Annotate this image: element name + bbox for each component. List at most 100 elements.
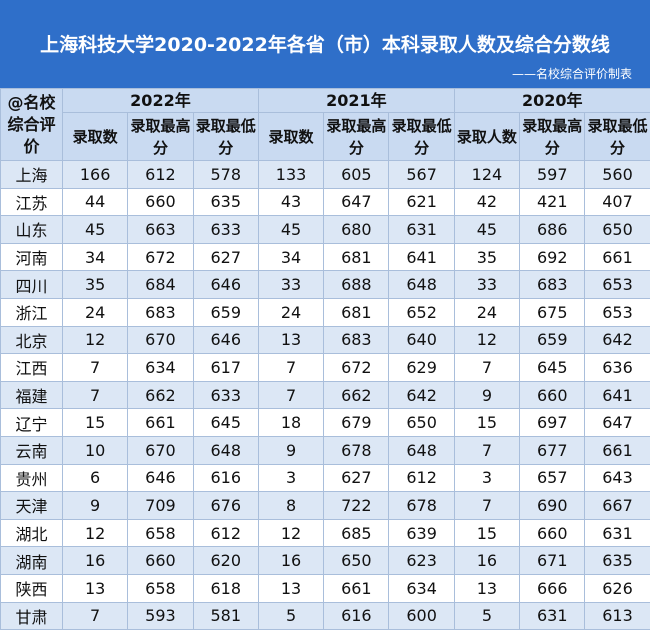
value-cell: 7	[257, 353, 325, 382]
value-cell: 567	[388, 160, 455, 189]
value-cell: 678	[388, 491, 455, 520]
value-cell: 676	[192, 491, 259, 520]
value-cell: 7	[61, 380, 129, 410]
value-cell: 9	[257, 435, 325, 465]
value-cell: 13	[61, 573, 129, 603]
value-cell: 633	[192, 380, 259, 410]
value-cell: 677	[519, 435, 586, 465]
value-cell: 653	[584, 297, 650, 327]
value-cell: 634	[388, 573, 455, 603]
value-cell: 597	[519, 160, 586, 189]
value-cell: 421	[519, 187, 586, 217]
value-cell: 12	[61, 518, 129, 548]
value-cell: 407	[584, 187, 650, 217]
value-cell: 34	[257, 242, 325, 272]
value-cell: 621	[388, 187, 455, 217]
province-cell: 四川	[0, 270, 63, 299]
value-cell: 616	[192, 463, 259, 493]
value-cell: 642	[388, 380, 455, 410]
column-header: 录取最高分	[519, 112, 586, 161]
value-cell: 3	[453, 463, 521, 493]
value-cell: 5	[257, 601, 325, 631]
value-cell: 631	[584, 518, 650, 548]
value-cell: 660	[127, 187, 194, 217]
value-cell: 605	[323, 160, 390, 189]
value-cell: 33	[257, 270, 325, 299]
value-cell: 631	[519, 601, 586, 631]
value-cell: 7	[453, 491, 521, 520]
table-row: 北京 12 670 646 13 683 640 12 659 642	[0, 325, 650, 355]
value-cell: 24	[61, 297, 129, 327]
value-cell: 7	[453, 353, 521, 382]
value-cell: 641	[388, 242, 455, 272]
value-cell: 647	[323, 187, 390, 217]
value-cell: 618	[192, 573, 259, 603]
value-cell: 652	[388, 297, 455, 327]
column-header: 录取数	[257, 112, 325, 161]
value-cell: 643	[584, 463, 650, 493]
value-cell: 648	[192, 435, 259, 465]
value-cell: 659	[192, 297, 259, 327]
year-header: 2020年	[453, 88, 650, 113]
table-row: 湖南 16 660 620 16 650 623 16 671 635	[0, 546, 650, 575]
value-cell: 660	[127, 546, 194, 575]
value-cell: 670	[127, 325, 194, 355]
value-cell: 635	[584, 546, 650, 575]
value-cell: 581	[192, 601, 259, 631]
table-row: 湖北 12 658 612 12 685 639 15 660 631	[0, 518, 650, 548]
value-cell: 646	[127, 463, 194, 493]
value-cell: 692	[519, 242, 586, 272]
value-cell: 35	[61, 270, 129, 299]
value-cell: 13	[257, 325, 325, 355]
column-header: 录取人数	[453, 112, 521, 161]
value-cell: 697	[519, 408, 586, 437]
value-cell: 646	[192, 270, 259, 299]
table-body: 上海 166 612 578 133 605 567 124 597 560 江苏 44 660 635 4…	[0, 160, 650, 631]
value-cell: 612	[388, 463, 455, 493]
value-cell: 661	[323, 573, 390, 603]
value-cell: 44	[61, 187, 129, 217]
value-cell: 42	[453, 187, 521, 217]
value-cell: 166	[61, 160, 129, 189]
value-cell: 640	[388, 325, 455, 355]
value-cell: 9	[453, 380, 521, 410]
value-cell: 684	[127, 270, 194, 299]
value-cell: 683	[127, 297, 194, 327]
value-cell: 639	[388, 518, 455, 548]
province-cell: 福建	[0, 380, 63, 410]
value-cell: 672	[323, 353, 390, 382]
province-cell: 辽宁	[0, 408, 63, 437]
province-cell: 山东	[0, 215, 63, 244]
value-cell: 658	[127, 573, 194, 603]
table-row: 天津 9 709 676 8 722 678 7 690 667	[0, 491, 650, 520]
value-cell: 657	[519, 463, 586, 493]
value-cell: 629	[388, 353, 455, 382]
value-cell: 15	[453, 408, 521, 437]
value-cell: 661	[584, 435, 650, 465]
table-row: 江苏 44 660 635 43 647 621 42 421 407	[0, 187, 650, 217]
value-cell: 709	[127, 491, 194, 520]
value-cell: 45	[453, 215, 521, 244]
value-cell: 617	[192, 353, 259, 382]
value-cell: 653	[584, 270, 650, 299]
value-cell: 16	[61, 546, 129, 575]
value-cell: 688	[323, 270, 390, 299]
value-cell: 16	[257, 546, 325, 575]
value-cell: 670	[127, 435, 194, 465]
value-cell: 43	[257, 187, 325, 217]
value-cell: 633	[192, 215, 259, 244]
value-cell: 593	[127, 601, 194, 631]
table-row: 福建 7 662 633 7 662 642 9 660 641	[0, 380, 650, 410]
value-cell: 13	[453, 573, 521, 603]
value-cell: 658	[127, 518, 194, 548]
value-cell: 626	[584, 573, 650, 603]
province-cell: 江西	[0, 353, 63, 382]
value-cell: 648	[388, 435, 455, 465]
corner-cell: @名校综合评价	[0, 88, 63, 161]
value-cell: 681	[323, 242, 390, 272]
value-cell: 662	[127, 380, 194, 410]
table-row: 浙江 24 683 659 24 681 652 24 675 653	[0, 297, 650, 327]
year-header: 2021年	[257, 88, 455, 113]
value-cell: 12	[257, 518, 325, 548]
column-header: 录取数	[61, 112, 129, 161]
